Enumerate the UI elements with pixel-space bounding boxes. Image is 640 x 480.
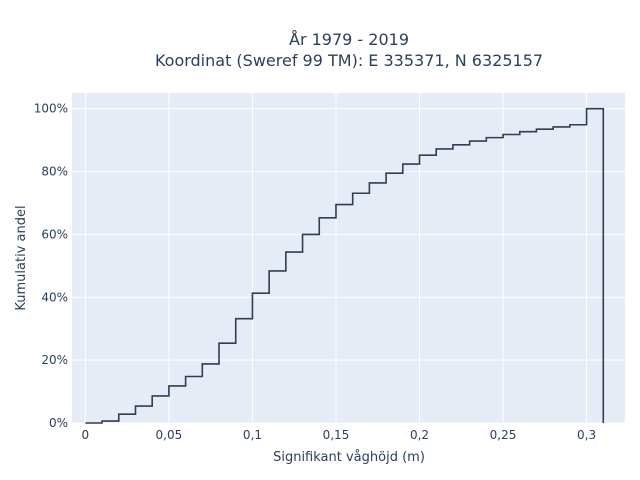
y-tick-label: 20% (41, 353, 68, 367)
y-tick-label: 100% (34, 102, 68, 116)
plot-area (72, 93, 625, 423)
x-tick-labels: 0 0,05 0,1 0,15 0,2 0,25 0,3 (82, 428, 597, 442)
y-tick-label: 60% (41, 227, 68, 241)
chart-title-line2: Koordinat (Sweref 99 TM): E 335371, N 63… (155, 51, 543, 70)
y-tick-label: 80% (41, 165, 68, 179)
x-tick-label: 0,2 (410, 428, 429, 442)
x-tick-label: 0,25 (490, 428, 517, 442)
y-tick-label: 0% (49, 416, 68, 430)
x-tick-label: 0,15 (323, 428, 350, 442)
y-tick-labels: 0% 20% 40% 60% 80% 100% (34, 102, 68, 430)
cumulative-step-line (85, 107, 605, 424)
y-tick-label: 40% (41, 290, 68, 304)
y-axis-title: Kumulativ andel (14, 205, 29, 310)
x-gridlines (84, 93, 588, 423)
x-axis-title: Signifikant våghöjd (m) (273, 450, 425, 465)
x-tick-label: 0,1 (243, 428, 262, 442)
x-tick-label: 0 (82, 428, 90, 442)
x-tick-label: 0,3 (577, 428, 596, 442)
x-tick-label: 0,05 (156, 428, 183, 442)
y-gridlines (72, 108, 625, 424)
chart-title-line1: År 1979 - 2019 (289, 30, 409, 49)
